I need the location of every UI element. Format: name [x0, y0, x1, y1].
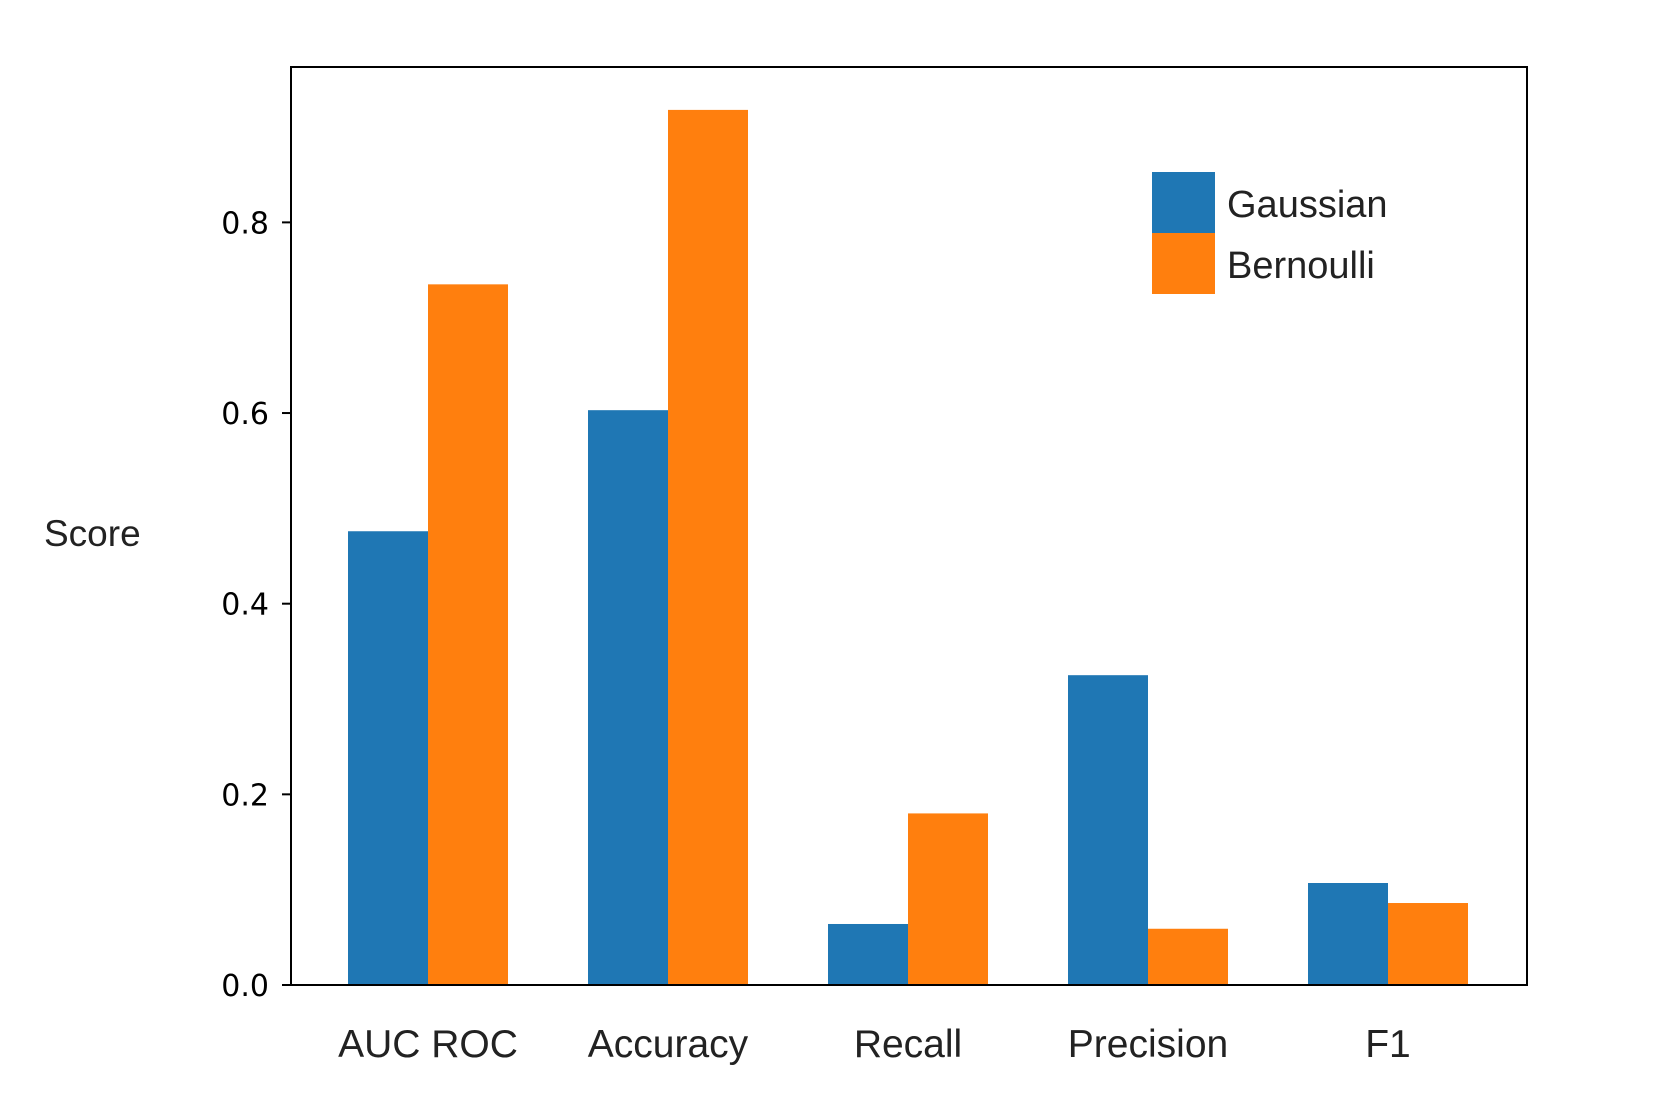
bars: [348, 109, 1468, 985]
bar-bernoulli-accuracy: [668, 109, 748, 985]
y-tick-label: 0.2: [221, 778, 269, 813]
y-tick-label: 0.0: [221, 969, 269, 1004]
x-category-label: F1: [1365, 1023, 1411, 1066]
y-axis-label: Score: [44, 513, 141, 554]
x-axis: AUC ROC Accuracy Recall Precision F1: [338, 1023, 1411, 1066]
legend-swatch-gaussian: [1152, 172, 1215, 233]
bar-gaussian-auc-roc: [348, 531, 428, 985]
legend-label-gaussian: Gaussian: [1227, 184, 1388, 226]
bar-bernoulli-auc-roc: [428, 284, 508, 985]
y-tick-label: 0.8: [221, 206, 269, 241]
bar-bernoulli-f1: [1388, 903, 1468, 985]
legend-label-bernoulli: Bernoulli: [1227, 245, 1375, 287]
bar-gaussian-accuracy: [588, 410, 668, 985]
y-axis: 0.0 0.2 0.4 0.6 0.8: [221, 206, 291, 1004]
x-category-label: Accuracy: [588, 1023, 749, 1066]
bar-gaussian-f1: [1308, 883, 1388, 985]
y-tick-label: 0.4: [221, 588, 269, 623]
x-category-label: Precision: [1068, 1023, 1228, 1066]
y-tick-label: 0.6: [221, 397, 269, 432]
bar-bernoulli-recall: [908, 813, 988, 985]
bar-gaussian-precision: [1068, 675, 1148, 985]
x-category-label: Recall: [854, 1023, 962, 1066]
bar-gaussian-recall: [828, 923, 908, 985]
legend: Gaussian Bernoulli: [1152, 172, 1388, 294]
bar-bernoulli-precision: [1148, 928, 1228, 985]
plot-frame: [290, 66, 1528, 986]
x-category-label: AUC ROC: [338, 1023, 518, 1066]
legend-swatch-bernoulli: [1152, 233, 1215, 294]
